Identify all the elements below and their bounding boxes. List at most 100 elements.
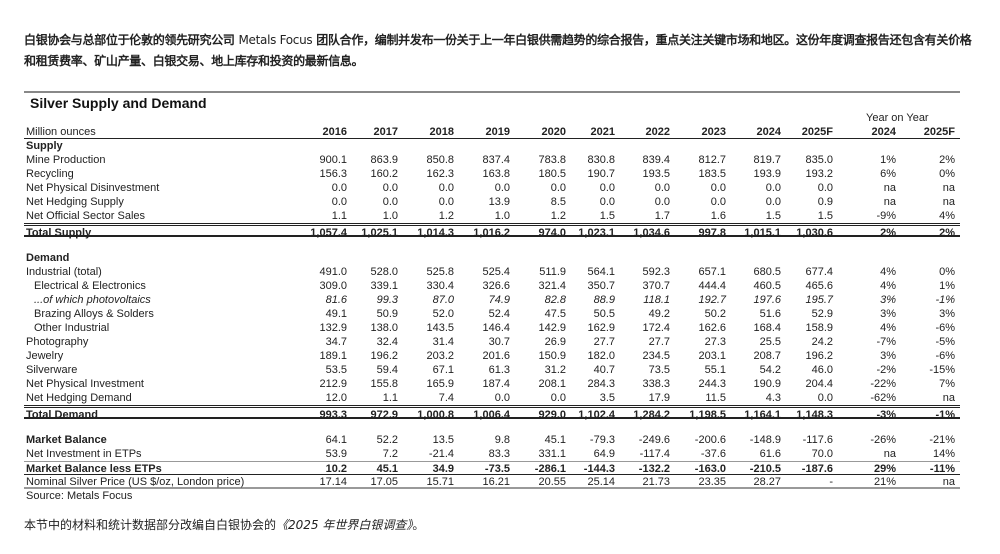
cell: 1,034.6 xyxy=(633,227,670,239)
cell: 3% xyxy=(880,294,896,306)
cell: 17.14 xyxy=(319,476,347,488)
cell: 1,016.2 xyxy=(473,227,510,239)
cell: 3% xyxy=(939,308,955,320)
cell: 162.9 xyxy=(587,322,615,334)
cell: 819.7 xyxy=(753,154,781,166)
row-label: Net Physical Investment xyxy=(26,378,144,390)
cell: 350.7 xyxy=(587,280,615,292)
cell: 138.0 xyxy=(370,322,398,334)
cell: 15.71 xyxy=(426,476,454,488)
cell: 1.2 xyxy=(550,210,566,222)
cell: 27.7 xyxy=(593,336,615,348)
cell: 460.5 xyxy=(753,280,781,292)
cell: 0.0 xyxy=(331,196,347,208)
cell: 11.5 xyxy=(705,392,726,404)
cell: 160.2 xyxy=(370,168,398,180)
cell: 55.1 xyxy=(704,364,726,376)
cell: 2% xyxy=(939,154,955,166)
cell: 27.7 xyxy=(648,336,670,348)
cell: 50.9 xyxy=(376,308,398,320)
cell: 30.7 xyxy=(488,336,510,348)
intro-text-2: 团队合作，编制并发布一份关于上一年白银供需趋势的综合报告，重点关注关键市场和地区… xyxy=(24,33,972,68)
cell: 193.9 xyxy=(753,168,781,180)
cell: 0.0 xyxy=(710,196,726,208)
cell: 1% xyxy=(939,280,955,292)
cell: 0.0 xyxy=(494,182,510,194)
cell: 850.8 xyxy=(426,154,454,166)
table-row: Net Physical Disinvestment 0.0 0.0 0.0 0.0 0.… xyxy=(24,181,960,195)
cell: -21% xyxy=(929,434,955,446)
row-label: Electrical & Electronics xyxy=(34,280,146,292)
cell: 59.4 xyxy=(376,364,398,376)
cell: 1.5 xyxy=(765,210,781,222)
cell: 244.3 xyxy=(698,378,726,390)
cell: 0.0 xyxy=(494,392,510,404)
cell: 0.0 xyxy=(438,182,454,194)
cell: 465.6 xyxy=(805,280,833,292)
cell: -79.3 xyxy=(589,434,615,446)
cell: na xyxy=(883,448,896,460)
cell: 234.5 xyxy=(642,350,670,362)
cell: 1,030.6 xyxy=(796,227,833,239)
cell: 17.05 xyxy=(370,476,398,488)
cell: -15% xyxy=(929,364,955,376)
table-row xyxy=(24,237,960,251)
row-label: Source: Metals Focus xyxy=(26,490,133,502)
cell: 2022 xyxy=(645,126,670,138)
table-row: Net Official Sector Sales 1.1 1.0 1.2 1.0 1.2… xyxy=(24,209,960,223)
cell: na xyxy=(942,182,955,194)
table-row: Industrial (total) 491.0 528.0 525.8 525.4 51… xyxy=(24,265,960,279)
cell: -11% xyxy=(929,463,955,475)
cell: 82.8 xyxy=(544,294,566,306)
table-row: Jewelry 189.1 196.2 203.2 201.6 150.9 182.0 234… xyxy=(24,349,960,363)
brand-name: Metals Focus xyxy=(238,33,313,47)
cell: 142.9 xyxy=(538,322,566,334)
cell: -22% xyxy=(870,378,896,390)
cell: 21% xyxy=(873,476,896,488)
cell: -2% xyxy=(876,364,896,376)
cell: 193.2 xyxy=(805,168,833,180)
cell: -148.9 xyxy=(749,434,781,446)
cell: 1,006.4 xyxy=(473,409,510,421)
cell: 4% xyxy=(880,280,896,292)
cell: 2018 xyxy=(429,126,454,138)
cell: 1.2 xyxy=(438,210,454,222)
table-row: Demand xyxy=(24,251,960,265)
cell: na xyxy=(942,392,955,404)
cell: 21.73 xyxy=(642,476,670,488)
table-row: Market Balance 64.1 52.2 13.5 9.8 45.1 -79.3 -2… xyxy=(24,433,960,447)
cell: 1,025.1 xyxy=(361,227,398,239)
cell: -163.0 xyxy=(694,463,726,475)
cell: 74.9 xyxy=(488,294,510,306)
row-label xyxy=(24,419,294,433)
cell: 835.0 xyxy=(805,154,833,166)
cell: 370.7 xyxy=(642,280,670,292)
cell: 196.2 xyxy=(370,350,398,362)
cell: 16.21 xyxy=(482,476,510,488)
cell: 31.4 xyxy=(432,336,454,348)
cell: 49.2 xyxy=(648,308,670,320)
cell: 52.9 xyxy=(811,308,833,320)
row-label: Net Official Sector Sales xyxy=(26,210,146,222)
table-row: Total Demand 993.3 972.9 1,000.8 1,006.4 929.… xyxy=(24,405,960,421)
cell: 3.5 xyxy=(599,392,615,404)
cell: 0.0 xyxy=(599,182,615,194)
cell: 208.7 xyxy=(753,350,781,362)
intro-text: 白银协会与总部位于伦敦的领先研究公司 xyxy=(24,33,235,47)
cell: - xyxy=(829,476,833,488)
table-row: Recycling 156.3 160.2 162.3 163.8 180.5 190.7 1… xyxy=(24,167,960,181)
cell: 7% xyxy=(939,378,955,390)
cell: 2025F xyxy=(923,126,955,138)
cell: 212.9 xyxy=(319,378,347,390)
cell: 1% xyxy=(880,154,896,166)
cell: -5% xyxy=(935,336,955,348)
cell: 1,000.8 xyxy=(417,409,454,421)
table-row: Net Physical Investment 212.9 155.8 165.9 18… xyxy=(24,377,960,391)
cell: 146.4 xyxy=(482,322,510,334)
cell: 680.5 xyxy=(753,266,781,278)
table-row: Silverware 53.5 59.4 67.1 61.3 31.2 40.7 73.5 55… xyxy=(24,363,960,377)
cell: 1.6 xyxy=(710,210,726,222)
cell: -6% xyxy=(935,350,955,362)
cell: 444.4 xyxy=(698,280,726,292)
footer-note: 本节中的材料和统计数据部分改编自白银协会的《2025 年世界白银调查》。 xyxy=(24,516,424,533)
